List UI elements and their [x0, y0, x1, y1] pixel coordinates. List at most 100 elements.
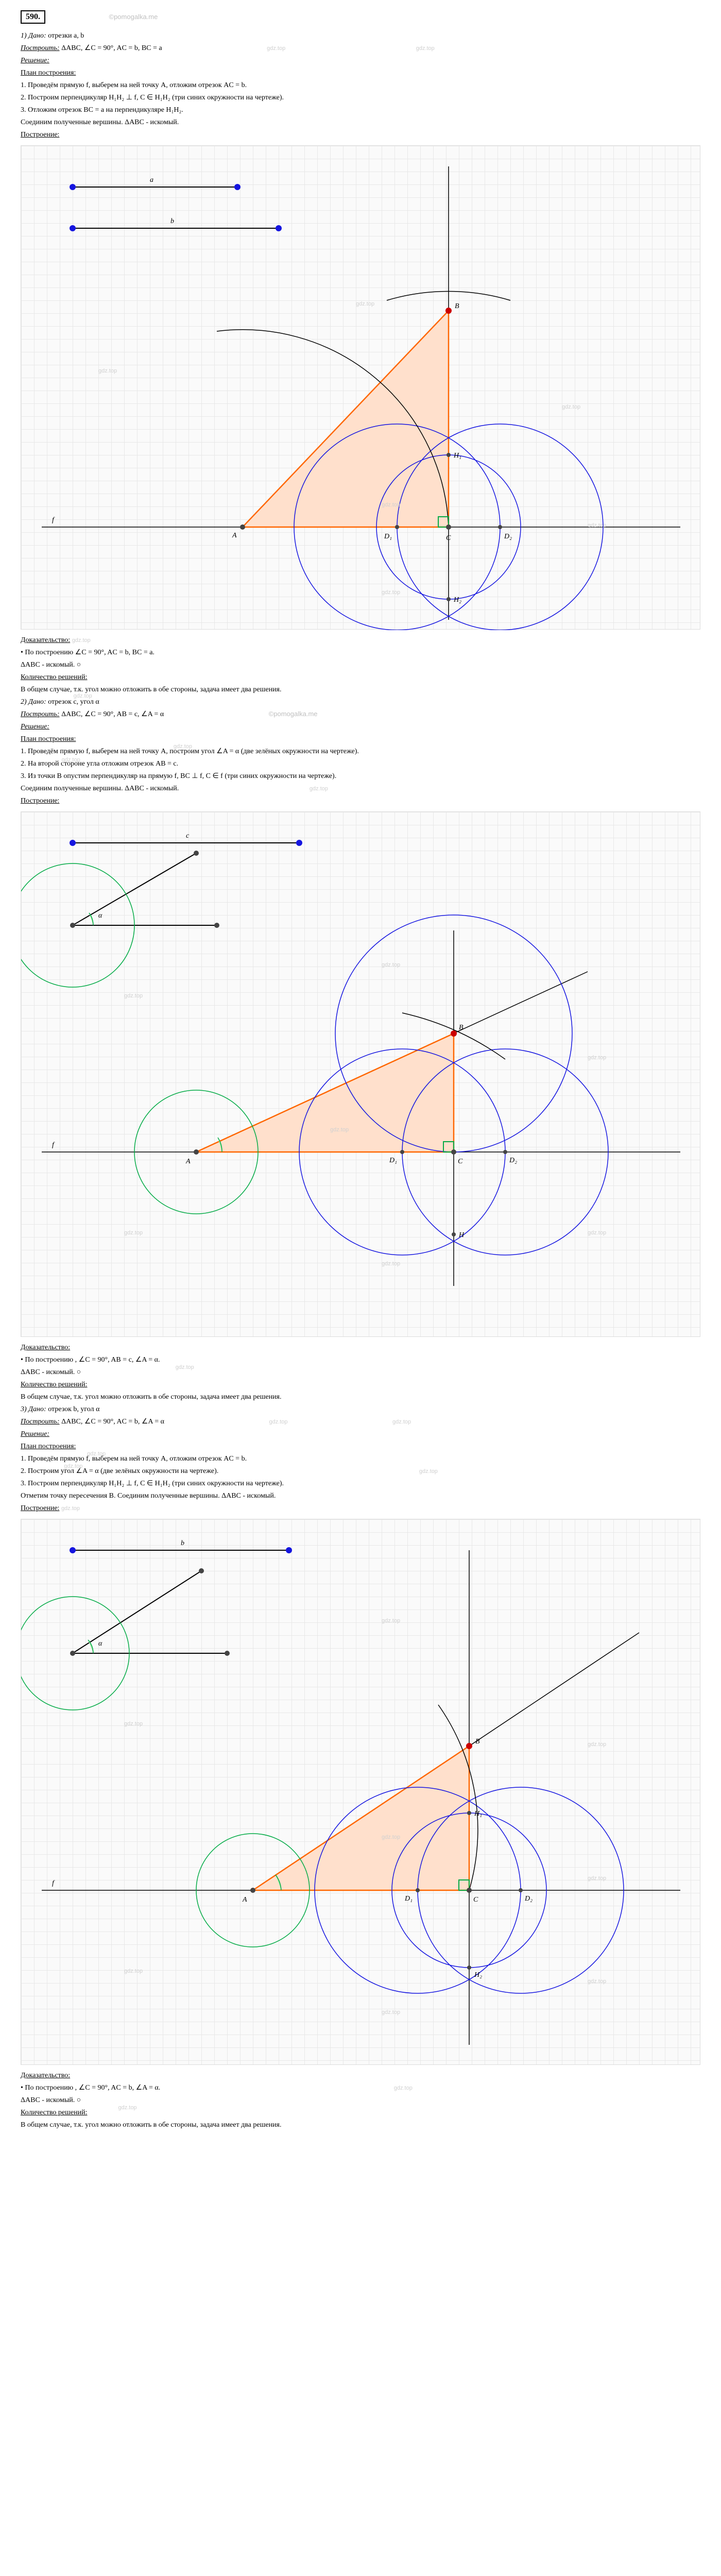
svg-text:H₁: H₁ [474, 1810, 482, 1818]
svg-text:gdz.top: gdz.top [98, 368, 117, 374]
proof1: • По построению , ∠C = 90°, AC = b, ∠A =… [21, 2082, 700, 2093]
step2: 2. Построим угол ∠A = α (две зелёных окр… [21, 1466, 700, 1477]
given-text: отрезки a, b [48, 32, 84, 40]
proof2: ΔABC - искомый. ○ [21, 1368, 81, 1376]
svg-text:B: B [475, 1738, 480, 1745]
svg-text:D₁: D₁ [404, 1895, 413, 1903]
wm: gdz.top [392, 1419, 411, 1425]
proof2: ΔABC - искомый. ○ [21, 659, 700, 670]
construct-text: ΔABC, ∠C = 90°, AC = b, ∠A = α [61, 1418, 164, 1426]
svg-text:H₂: H₂ [474, 1971, 482, 1979]
svg-text:A: A [185, 1158, 191, 1165]
wm: gdz.top [118, 2105, 136, 2111]
svg-text:gdz.top: gdz.top [382, 502, 400, 508]
count-label: Количество решений: [21, 672, 700, 683]
diagram1: abfACBD₁D₂H₁H₂gdz.topgdz.topgdz.topgdz.t… [21, 145, 700, 630]
proof-label: Доказательство: [21, 1342, 700, 1353]
plan-label: План построения: [21, 734, 700, 744]
count-label: Количество решений: [21, 1379, 700, 1390]
svg-text:gdz.top: gdz.top [330, 1127, 349, 1133]
wm: gdz.top [72, 637, 91, 643]
svg-text:gdz.top: gdz.top [382, 1618, 400, 1624]
plan-label: План построения: [21, 1441, 700, 1452]
svg-text:gdz.top: gdz.top [588, 1875, 606, 1882]
svg-text:D₂: D₂ [504, 533, 512, 540]
wm: gdz.top [269, 1419, 287, 1425]
step2: 2. Построим перпендикуляр H₁H₂ ⊥ f, C ∈ … [21, 92, 700, 103]
svg-text:gdz.top: gdz.top [588, 1978, 606, 1985]
construct-text: ΔABC, ∠C = 90°, AC = b, BC = a [61, 44, 162, 52]
count-label: Количество решений: [21, 2109, 87, 2116]
svg-text:gdz.top: gdz.top [562, 404, 580, 410]
wm: gdz.top [87, 1451, 106, 1457]
given-text: отрезок b, угол α [48, 1405, 99, 1413]
part1: 1) Дано: отрезки a, b gdz.top Построить:… [21, 30, 700, 695]
step1: 1. Проведём прямую f, выберем на ней точ… [21, 746, 700, 757]
svg-text:gdz.top: gdz.top [124, 1968, 143, 1974]
construct-label: Построить: [21, 710, 60, 718]
solution-label: Решение: [21, 723, 49, 731]
step3: 3. Из точки B опустим перпендикуляр на п… [21, 771, 700, 782]
svg-text:f: f [52, 516, 55, 524]
wm: gdz.top [64, 1463, 82, 1469]
wm: gdz.top [174, 743, 192, 750]
svg-text:D₁: D₁ [384, 533, 392, 540]
svg-text:D₁: D₁ [389, 1157, 397, 1164]
svg-text:D₂: D₂ [509, 1157, 517, 1164]
svg-text:gdz.top: gdz.top [588, 1230, 606, 1236]
wm: gdz.top [61, 1505, 80, 1512]
task-number: 590. [21, 10, 45, 24]
svg-text:B: B [455, 302, 459, 310]
step4: Соединим полученные вершины. ΔABC - иско… [21, 117, 700, 128]
svg-text:gdz.top: gdz.top [382, 962, 400, 968]
proof1: • По построению , ∠C = 90°, AB = c, ∠A =… [21, 1354, 700, 1365]
step4: Отметим точку пересечения B. Соединим по… [21, 1490, 700, 1501]
wm: gdz.top [267, 45, 285, 52]
watermark-pomo: ©pomogalka.me [109, 13, 158, 21]
svg-text:α: α [98, 1640, 102, 1648]
step1: 1. Проведём прямую f, выберем на ней точ… [21, 80, 700, 91]
construction-label: Построение: [21, 795, 700, 806]
solution-label: Решение: [21, 1430, 49, 1438]
proof-label: Доказательство: [21, 636, 70, 644]
svg-text:A: A [242, 1896, 247, 1904]
step3: 3. Отложим отрезок BC = a на перпендикул… [21, 105, 700, 115]
wm: gdz.top [176, 1364, 194, 1370]
given-label: 3) Дано: [21, 1405, 46, 1413]
svg-text:b: b [181, 1539, 184, 1547]
svg-text:D₂: D₂ [524, 1895, 533, 1903]
svg-text:gdz.top: gdz.top [124, 1230, 143, 1236]
step3: 3. Построим перпендикуляр H₁H₂ ⊥ f, C ∈ … [21, 1478, 700, 1489]
construction-label: Построение: [21, 1504, 59, 1512]
wm: gdz.top [416, 45, 435, 52]
svg-text:gdz.top: gdz.top [382, 2009, 400, 2015]
count-text: В общем случае, т.к. угол можно отложить… [21, 1392, 700, 1402]
step4: Соединим полученные вершины. ΔABC - иско… [21, 783, 700, 794]
wm: gdz.top [74, 693, 92, 699]
solution-label: Решение: [21, 57, 49, 64]
svg-text:α: α [98, 912, 102, 920]
svg-text:gdz.top: gdz.top [382, 1834, 400, 1840]
svg-text:gdz.top: gdz.top [382, 589, 400, 596]
plan-label: План построения: [21, 67, 700, 78]
part2: 2) Дано: отрезок c, угол αgdz.top Постро… [21, 697, 700, 1402]
proof-label: Доказательство: [21, 2070, 700, 2081]
count-text: В общем случае, т.к. угол можно отложить… [21, 684, 700, 695]
proof1: • По построению ∠C = 90°, AC = b, BC = a… [21, 647, 700, 658]
svg-text:gdz.top: gdz.top [588, 1055, 606, 1061]
svg-text:C: C [473, 1896, 478, 1904]
svg-text:a: a [150, 176, 153, 184]
wm: gdz.top [310, 786, 328, 792]
construct-text: ΔABC, ∠C = 90°, AB = c, ∠A = α [61, 710, 164, 718]
diagram2: cαfACBD₁D₂Hgdz.topgdz.topgdz.topgdz.topg… [21, 811, 700, 1337]
given-label: 1) Дано: [21, 32, 46, 40]
wm-pomo: ©pomogalka.me [269, 710, 318, 718]
svg-text:f: f [52, 1879, 55, 1887]
part3: 3) Дано: отрезок b, угол α Построить: ΔA… [21, 1404, 700, 2130]
svg-text:A: A [232, 532, 237, 539]
svg-text:f: f [52, 1141, 55, 1149]
wm: gdz.top [62, 757, 80, 763]
svg-text:H₁: H₁ [453, 452, 461, 460]
given-label: 2) Дано: [21, 698, 46, 706]
svg-text:C: C [446, 534, 451, 542]
